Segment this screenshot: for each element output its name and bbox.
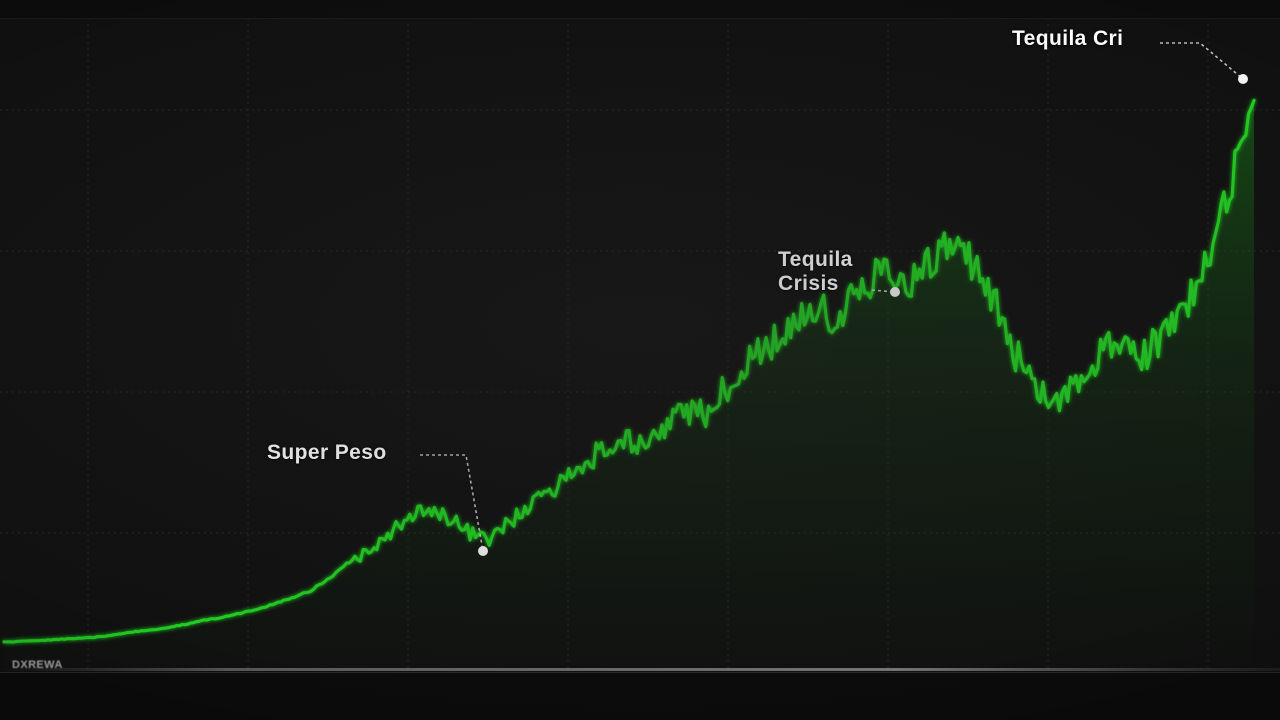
axis-rule [0,668,1280,671]
annotation-tequila-crisis-top: Tequila Cri [1012,27,1124,50]
line-chart-plot [0,18,1280,678]
annotation-super-peso: Super Peso [267,441,387,464]
title-bar [0,0,1280,19]
area-fill [4,100,1255,664]
x-axis-band [0,672,1280,720]
annotation-tequila-crisis-mid: Tequila Crisis [778,248,853,295]
